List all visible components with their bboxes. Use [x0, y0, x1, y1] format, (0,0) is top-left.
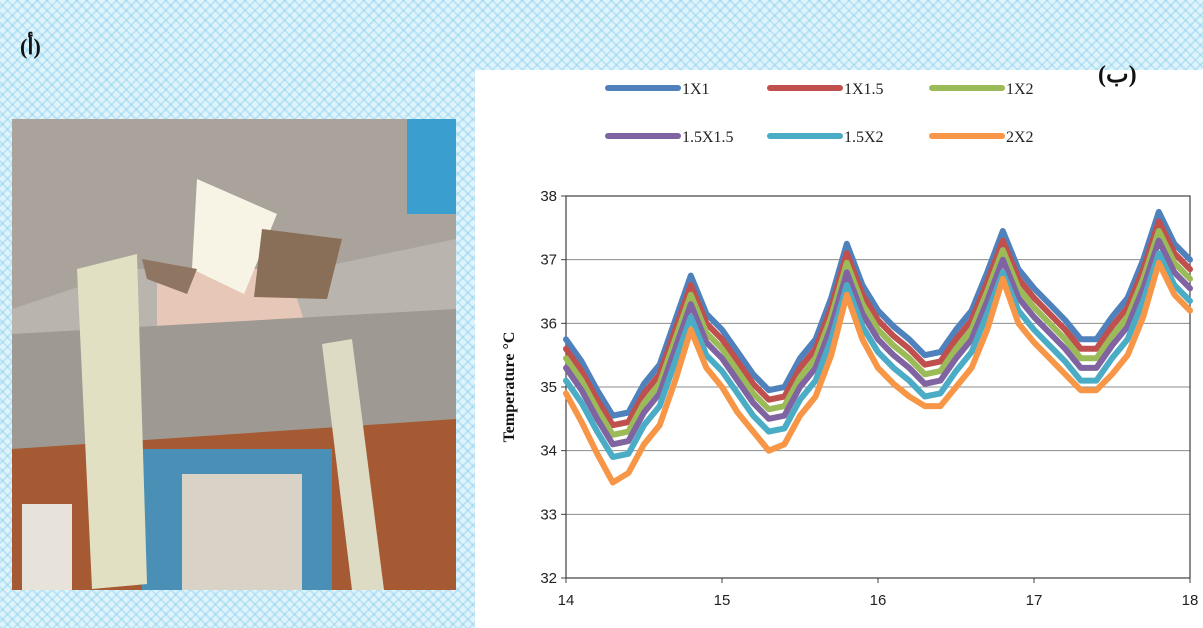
- y-tick-label-38: 38: [540, 188, 557, 205]
- series-line-2: [563, 218, 1193, 429]
- y-tick-label-36: 36: [540, 315, 557, 332]
- y-axis-ticks: 32 33 34 35 36 37 38: [540, 188, 566, 587]
- series-lines: [563, 208, 1193, 486]
- series-line-3: [563, 228, 1193, 438]
- chart-legend: 1X1 1X1.5 1X2 1.5X1.5 1.5X2 2X2: [605, 81, 1034, 146]
- x-tick-label-14: 14: [558, 592, 575, 609]
- legend-label-3: 1X2: [1006, 81, 1034, 98]
- x-tick-label-17: 17: [1026, 592, 1043, 609]
- legend-label-4: 1.5X1.5: [682, 129, 734, 146]
- panel-b-label: (ب): [1098, 62, 1137, 88]
- y-tick-label-32: 32: [540, 570, 557, 587]
- legend-label-2: 1X1.5: [844, 81, 884, 98]
- x-tick-label-18: 18: [1182, 592, 1199, 609]
- legend-label-6: 2X2: [1006, 129, 1034, 146]
- x-axis-ticks: 14 15 16 17 18: [558, 578, 1199, 609]
- panel-a-label: (أ): [20, 34, 41, 59]
- legend-label-5: 1.5X2: [844, 129, 884, 146]
- x-tick-label-15: 15: [714, 592, 731, 609]
- y-tick-label-37: 37: [540, 252, 557, 269]
- series-line-4: [563, 237, 1193, 448]
- legend-label-1: 1X1: [682, 81, 710, 98]
- x-tick-label-16: 16: [870, 592, 887, 609]
- y-tick-label-35: 35: [540, 379, 557, 396]
- series-line-1: [563, 208, 1193, 419]
- series-line-6: [563, 259, 1193, 486]
- skylight-interior-photo: [12, 119, 456, 590]
- series-line-5: [563, 250, 1193, 460]
- y-tick-label-33: 33: [540, 506, 557, 523]
- y-tick-label-34: 34: [540, 443, 557, 460]
- temperature-chart-panel: 1X1 1X1.5 1X2 1.5X1.5 1.5X2 2X2 32 33 34 35 36 37 3…: [475, 70, 1203, 628]
- y-axis-title: Temperature °C: [501, 332, 518, 443]
